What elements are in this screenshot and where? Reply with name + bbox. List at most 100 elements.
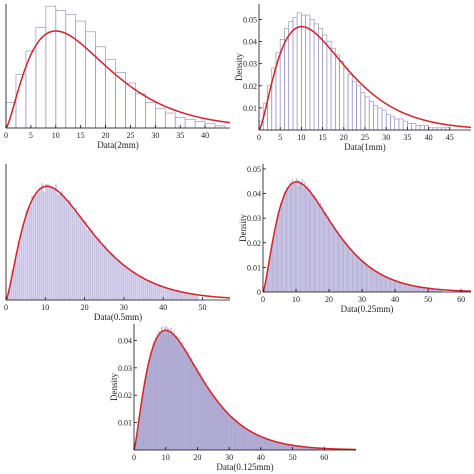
x-tick-label: 10 [297,133,305,142]
histogram-bar [100,245,103,301]
histogram-bar [110,254,113,301]
histogram-bar [347,74,353,131]
x-tick-label: 10 [292,295,300,304]
histogram-bar [326,41,332,131]
x-tick-label: 20 [340,133,348,142]
y-tick-label: 0.05 [247,165,261,174]
histogram-bar [153,283,156,301]
x-tick-label: 35 [176,131,184,140]
fit-curve [262,181,472,293]
y-tick-label: 0.04 [118,336,132,345]
x-tick-label: 15 [77,131,85,140]
x-tick-label: 40 [159,303,167,312]
y-tick-label: 0.02 [118,391,132,400]
histogram-bar [123,266,126,301]
histogram-bar [360,92,366,131]
histogram-bar [85,31,96,129]
y-tick-label: 0.02 [243,82,257,91]
histogram-bar [35,192,38,301]
histogram-bar [23,222,26,301]
histogram-bar [155,283,158,301]
histogram-bar [54,184,58,301]
histogram-bar [139,276,142,301]
histogram-bar [66,203,70,301]
x-tick-label: 50 [289,453,297,462]
y-tick-label: 0.01 [243,104,257,113]
histogram-bar [47,184,50,301]
x-tick-label: 40 [391,295,399,304]
x-tick-label: 35 [403,133,411,142]
histogram-bar [64,198,68,301]
histogram-bar [129,271,132,301]
fit-curve [133,329,357,451]
histogram-bar [381,109,387,131]
histogram-bar [75,20,86,129]
x-tick-label: 0 [4,131,8,140]
x-tick-label: 30 [151,131,159,140]
x-tick-label: 0 [4,303,8,312]
x-tick-label: 25 [126,131,134,140]
histogram-bar [176,290,180,301]
histogram-0.125mm: 0 10 20 30 40 50 60 0.01 0.02 0.03 0.04 Data(0.125m… [109,324,357,472]
histogram-bar [37,192,40,301]
histogram-bar [407,123,412,131]
x-tick-label: 20 [102,131,110,140]
histogram-bar [394,118,400,131]
y-tick-label: 0.03 [243,60,257,69]
histogram-bar [356,85,362,131]
histogram-bar [108,251,111,301]
x-tick-label: 20 [193,453,201,462]
histogram-bar [339,61,345,131]
histogram-bar [65,14,77,129]
histogram-bar [137,275,140,301]
histogram-bar [15,252,18,301]
histogram-bar [80,220,83,301]
histogram-bar [334,54,340,131]
histogram-bar [45,184,48,301]
histogram-bar [178,291,182,301]
fit-curve [258,25,472,131]
histogram-bar [172,290,176,301]
histogram-bar [168,288,172,301]
x-tick-label: 0 [261,295,265,304]
histogram-bar [43,192,46,301]
histogram-bar [149,281,152,301]
x-tick-label: 30 [120,303,128,312]
histogram-bar [411,123,417,131]
y-tick-label: 0.05 [243,15,257,24]
x-tick-label: 20 [81,303,89,312]
histogram-bar [296,12,302,131]
histogram-bar [33,195,36,301]
histogram-bar [305,14,311,131]
histogram-2mm: 0 5 10 15 20 25 30 35 40 Data(2mm) [4,4,231,150]
histogram-bar [415,125,421,131]
histogram-bar [390,116,396,131]
histogram-bar [70,205,73,301]
histogram-bar [322,34,328,131]
histogram-bar [147,279,150,301]
histogram-bar [186,293,189,301]
histogram-0.5mm: 0 10 20 30 40 50 Data(0.5mm) [4,164,231,322]
histogram-bar [68,200,71,301]
histogram-bar [25,210,28,301]
histogram-bar [194,121,206,129]
histogram-bar [135,274,138,301]
histogram-bar [343,67,349,131]
histogram-bar [127,267,130,301]
histogram-bar [72,212,75,301]
histogram-bar [78,216,81,301]
histogram-bar [19,235,22,301]
histogram-0.25mm: 0 10 20 30 40 50 60 0 0.01 0.02 0.03 0.04 0.05 Data(0… [238,164,472,314]
y-tick-label: 0.04 [247,190,261,199]
histogram-bar [53,189,56,301]
histogram-bar [125,267,128,301]
histogram-bar [292,16,298,131]
histogram-bar [373,105,379,131]
histogram-bar [364,96,370,131]
histogram-bar [31,195,34,301]
histogram-bar [141,276,144,301]
histogram-bar [330,47,336,131]
histogram-bar [49,187,52,301]
histogram-bar [29,206,32,301]
histogram-1mm: 0 5 10 15 20 25 30 35 40 45 0.01 0.02 0.03 0.04 0.05 Da… [234,4,472,152]
